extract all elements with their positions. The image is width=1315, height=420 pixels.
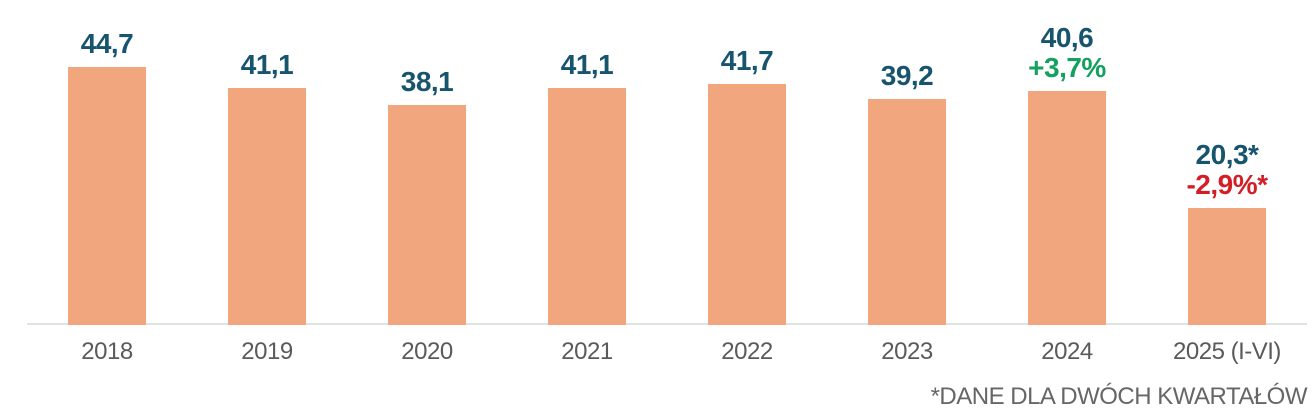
bar-value-label: 38,1 <box>400 66 454 97</box>
x-axis-tick-label: 2025 (I-VI) <box>1173 338 1281 365</box>
x-axis-line <box>27 323 1307 325</box>
bar-value-label: 20,3* <box>1195 139 1259 170</box>
x-axis-tick-label: 2023 <box>881 338 933 365</box>
bar-group: 41,7 2022 <box>667 0 827 420</box>
x-axis-tick-label: 2021 <box>561 338 613 365</box>
x-axis-tick-label: 2024 <box>1041 338 1093 365</box>
bar-value-label: 40,6 <box>1040 22 1094 53</box>
bar-label-group: 38,1 <box>347 67 507 97</box>
x-axis-tick-label: 2018 <box>81 338 133 365</box>
bar-change-label: +3,7% <box>1028 52 1106 83</box>
bar-group: 44,7 2018 <box>27 0 187 420</box>
bar-group: 20,3* -2,9%* 2025 (I-VI) <box>1147 0 1307 420</box>
x-axis-tick-label: 2019 <box>241 338 293 365</box>
bar <box>388 105 466 325</box>
x-axis-tick-label: 2022 <box>721 338 773 365</box>
bar <box>228 88 306 325</box>
bar <box>708 84 786 325</box>
chart-footnote: *DANE DLA DWÓCH KWARTAŁÓW <box>930 383 1308 410</box>
bar-group: 41,1 2019 <box>187 0 347 420</box>
bar-group: 39,2 2023 <box>827 0 987 420</box>
bar-label-group: 41,1 <box>507 50 667 80</box>
bar-group: 38,1 2020 <box>347 0 507 420</box>
bar-value-label: 44,7 <box>80 28 134 59</box>
bar-value-label: 39,2 <box>880 60 934 91</box>
bar <box>68 67 146 325</box>
bar-value-label: 41,1 <box>560 49 614 80</box>
bar-group: 41,1 2021 <box>507 0 667 420</box>
bar <box>1188 208 1266 325</box>
bar-label-group: 39,2 <box>827 61 987 91</box>
bar-label-group: 41,1 <box>187 50 347 80</box>
bar-value-label: 41,7 <box>720 45 774 76</box>
bar-group: 40,6 +3,7% 2024 <box>987 0 1147 420</box>
bar <box>868 99 946 325</box>
bar-value-label: 41,1 <box>240 49 294 80</box>
bar <box>548 88 626 325</box>
bar-change-label: -2,9%* <box>1186 169 1268 200</box>
bar <box>1028 91 1106 325</box>
bar-label-group: 41,7 <box>667 46 827 76</box>
bar-label-group: 40,6 +3,7% <box>987 23 1147 83</box>
x-axis-tick-label: 2020 <box>401 338 453 365</box>
bar-label-group: 44,7 <box>27 29 187 59</box>
bar-label-group: 20,3* -2,9%* <box>1147 140 1307 200</box>
